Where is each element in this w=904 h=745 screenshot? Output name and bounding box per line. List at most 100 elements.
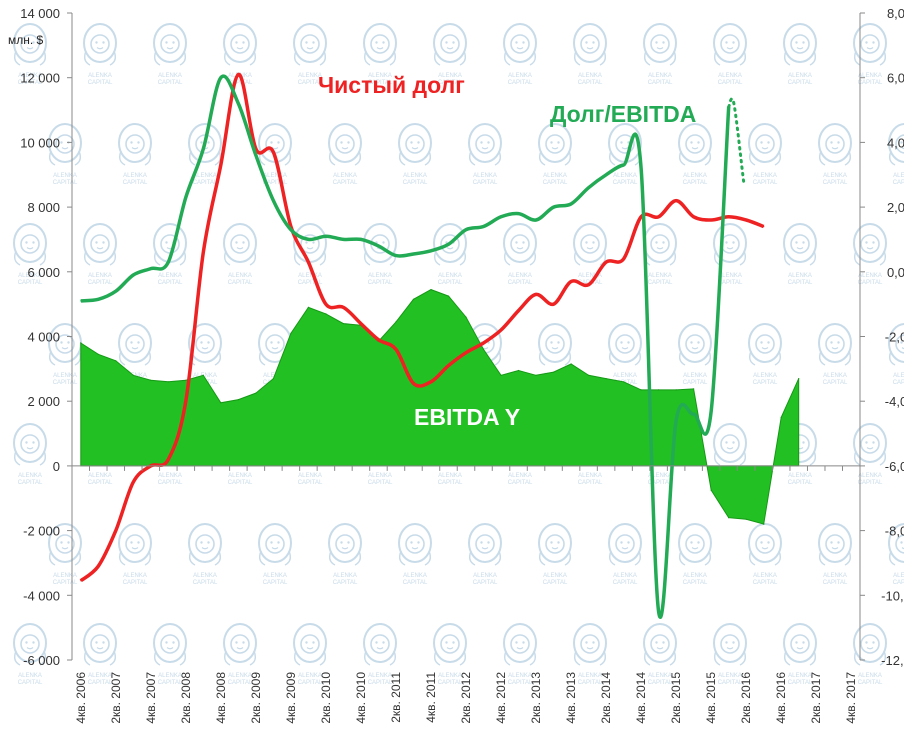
debt-ebitda-point	[377, 245, 379, 247]
watermark-icon	[818, 523, 852, 566]
watermark-text-line1: ALENKA	[648, 673, 672, 679]
watermark-icon	[363, 23, 397, 66]
ebitda-point	[693, 388, 695, 390]
watermark-text-line1: ALENKA	[158, 73, 182, 79]
y-left-tick-label: 12 000	[20, 71, 60, 86]
watermark-icon	[643, 623, 677, 666]
debt-ebitda-point	[202, 148, 204, 150]
ebitda-point	[780, 416, 782, 418]
watermark-text-line2: CAPITAL	[893, 180, 904, 186]
watermark-icon	[713, 23, 747, 66]
ebitda-point	[482, 348, 485, 350]
watermark-text-line2: CAPITAL	[368, 480, 393, 486]
debt-ebitda-point	[80, 300, 82, 302]
watermark-text-line2: CAPITAL	[823, 380, 848, 386]
watermark-icon	[608, 523, 642, 566]
watermark-icon	[748, 323, 782, 366]
watermark-icon	[223, 623, 257, 666]
watermark-icon	[13, 423, 47, 466]
ebitda-point	[517, 369, 520, 372]
watermark-icon	[433, 623, 467, 666]
watermark-icon	[818, 123, 852, 166]
watermark-text-line1: ALENKA	[753, 573, 777, 579]
y-right-tick-label: -4,0	[885, 394, 904, 409]
watermark-text-line1: ALENKA	[893, 573, 904, 579]
y-right-tick-label: -6,0	[885, 459, 904, 474]
watermark-icon	[748, 123, 782, 166]
watermark-text-line2: CAPITAL	[158, 280, 183, 286]
debt-ebitda-point	[623, 164, 625, 166]
watermark-text-line1: ALENKA	[718, 273, 742, 279]
debt-ebitda-forecast	[727, 97, 746, 183]
net-debt-point	[570, 280, 572, 283]
watermark-text-line1: ALENKA	[578, 673, 602, 679]
ebitda-point	[465, 316, 467, 318]
watermark-text-line2: CAPITAL	[473, 580, 498, 586]
watermark-text-line2: CAPITAL	[613, 580, 638, 586]
watermark-text-line1: ALENKA	[718, 673, 742, 679]
ebitda-point	[255, 392, 257, 394]
watermark-text-line1: ALENKA	[683, 573, 707, 579]
watermark-text-line1: ALENKA	[368, 73, 392, 79]
ebitda-point	[237, 399, 239, 401]
watermark-text-line2: CAPITAL	[18, 480, 43, 486]
x-tick-label: 4кв. 2014	[634, 672, 648, 724]
watermark-text-line2: CAPITAL	[753, 180, 778, 186]
y-right-tick-label: 6,0	[887, 71, 904, 86]
watermark-icon	[398, 123, 432, 166]
watermark-icon	[818, 323, 852, 366]
ebitda-point	[588, 374, 590, 376]
watermark-text-line1: ALENKA	[858, 273, 882, 279]
debt-ebitda-point	[325, 235, 327, 237]
watermark-text-line1: ALENKA	[53, 173, 77, 179]
debt-ebitda-point	[167, 261, 169, 263]
watermark-text-line2: CAPITAL	[193, 180, 218, 186]
watermark-text-line2: CAPITAL	[88, 480, 113, 486]
watermark-text-line1: ALENKA	[158, 473, 182, 479]
x-tick-label: 4кв. 2013	[564, 672, 578, 724]
watermark-text-line2: CAPITAL	[473, 180, 498, 186]
watermark-text-line2: CAPITAL	[613, 180, 638, 186]
watermark-text-line1: ALENKA	[18, 73, 42, 79]
watermark-text-line2: CAPITAL	[298, 280, 323, 286]
watermark-text-line2: CAPITAL	[823, 580, 848, 586]
watermark-text-line2: CAPITAL	[823, 180, 848, 186]
watermark-text-line1: ALENKA	[158, 273, 182, 279]
ebitda-point	[623, 381, 625, 383]
net-debt-point	[693, 216, 695, 218]
watermark-text-line1: ALENKA	[88, 673, 112, 679]
watermark-text-line1: ALENKA	[18, 273, 42, 279]
ebitda-series-label: EBITDA Y	[414, 404, 520, 430]
watermark-text-line2: CAPITAL	[298, 680, 323, 686]
watermark-icon	[83, 223, 117, 266]
watermark-text-line1: ALENKA	[753, 373, 777, 379]
watermark-icon	[398, 523, 432, 566]
debt-ebitda-point	[693, 413, 695, 415]
watermark-icon	[258, 523, 292, 566]
watermark-text-line1: ALENKA	[53, 573, 77, 579]
y-left-tick-label: -6 000	[23, 653, 60, 668]
ebitda-point	[290, 332, 292, 334]
watermark-text-line2: CAPITAL	[788, 680, 813, 686]
debt-ebitda-point	[535, 219, 537, 221]
ebitda-point	[745, 518, 747, 520]
watermark-text-line2: CAPITAL	[648, 280, 673, 286]
watermark-text-line2: CAPITAL	[368, 80, 393, 86]
watermark-text-line1: ALENKA	[788, 473, 812, 479]
x-tick-label: 2кв. 2014	[599, 672, 613, 724]
debt-ebitda-point	[553, 206, 555, 208]
watermark-icon	[643, 23, 677, 66]
net-debt-point	[185, 400, 187, 402]
watermark-icon	[853, 23, 887, 66]
x-tick-label: 2кв. 2017	[809, 672, 823, 724]
ebitda-point	[658, 389, 660, 391]
watermark-text-line1: ALENKA	[263, 573, 287, 579]
